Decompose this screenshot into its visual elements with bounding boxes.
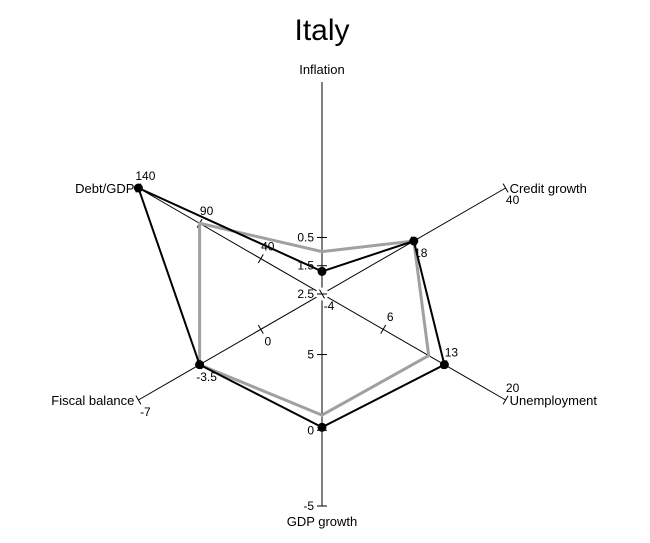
axis-name-unemployment: Unemployment — [510, 393, 598, 408]
tick-label-gdp-growth: 0 — [307, 423, 314, 437]
chart-title: Italy — [294, 14, 349, 47]
tick-mark-fiscal-balance — [257, 324, 264, 334]
data-point-fiscal-balance — [195, 360, 205, 370]
tick-label-fiscal-balance: -3.5 — [196, 370, 217, 384]
tick-label-inflation: 2.5 — [297, 287, 314, 301]
tick-label-fiscal-balance: 0 — [264, 334, 271, 348]
tick-label-debt-gdp: 140 — [135, 169, 155, 183]
axis-name-credit-growth: Credit growth — [510, 181, 587, 196]
tick-mark-unemployment — [380, 324, 387, 334]
data-point-inflation — [317, 266, 327, 276]
tick-mark-credit-growth — [502, 183, 509, 193]
tick-mark-fiscal-balance — [135, 395, 142, 405]
series-1-outline — [136, 186, 446, 429]
data-point-credit-growth — [409, 236, 419, 246]
data-point-gdp-growth — [317, 422, 327, 432]
axis-line-debt-gdp — [138, 187, 317, 292]
tick-label-gdp-growth: 5 — [307, 348, 314, 362]
series-layer — [133, 183, 449, 432]
data-point-debt-gdp — [133, 183, 143, 193]
tick-mark-debt-gdp — [257, 254, 264, 264]
axis-name-gdp-growth: GDP growth — [287, 514, 358, 529]
tick-label-credit-growth: 40 — [506, 193, 520, 207]
tick-mark-unemployment — [502, 395, 509, 405]
series-1 — [133, 183, 449, 432]
axis-line-unemployment — [327, 296, 506, 401]
data-point-unemployment — [439, 360, 449, 370]
tick-label-inflation: 0.5 — [297, 230, 314, 244]
tick-mark-credit-growth — [319, 289, 325, 299]
axis-line-fiscal-balance — [138, 296, 317, 401]
tick-label-fiscal-balance: -7 — [140, 405, 151, 419]
axis-name-inflation: Inflation — [299, 62, 345, 77]
tick-label-gdp-growth: -5 — [303, 499, 314, 513]
tick-label-debt-gdp: 90 — [200, 204, 214, 218]
tick-label-credit-growth: -4 — [324, 299, 335, 313]
tick-label-unemployment: 20 — [506, 381, 520, 395]
axis-name-debt-gdp: Debt/GDP — [75, 181, 134, 196]
axis-name-fiscal-balance: Fiscal balance — [51, 393, 134, 408]
axis-fiscal-balance: 0 -3.5 -7 Fiscal balance — [51, 296, 317, 419]
tick-label-unemployment: 13 — [445, 346, 459, 360]
tick-label-unemployment: 6 — [387, 310, 394, 324]
